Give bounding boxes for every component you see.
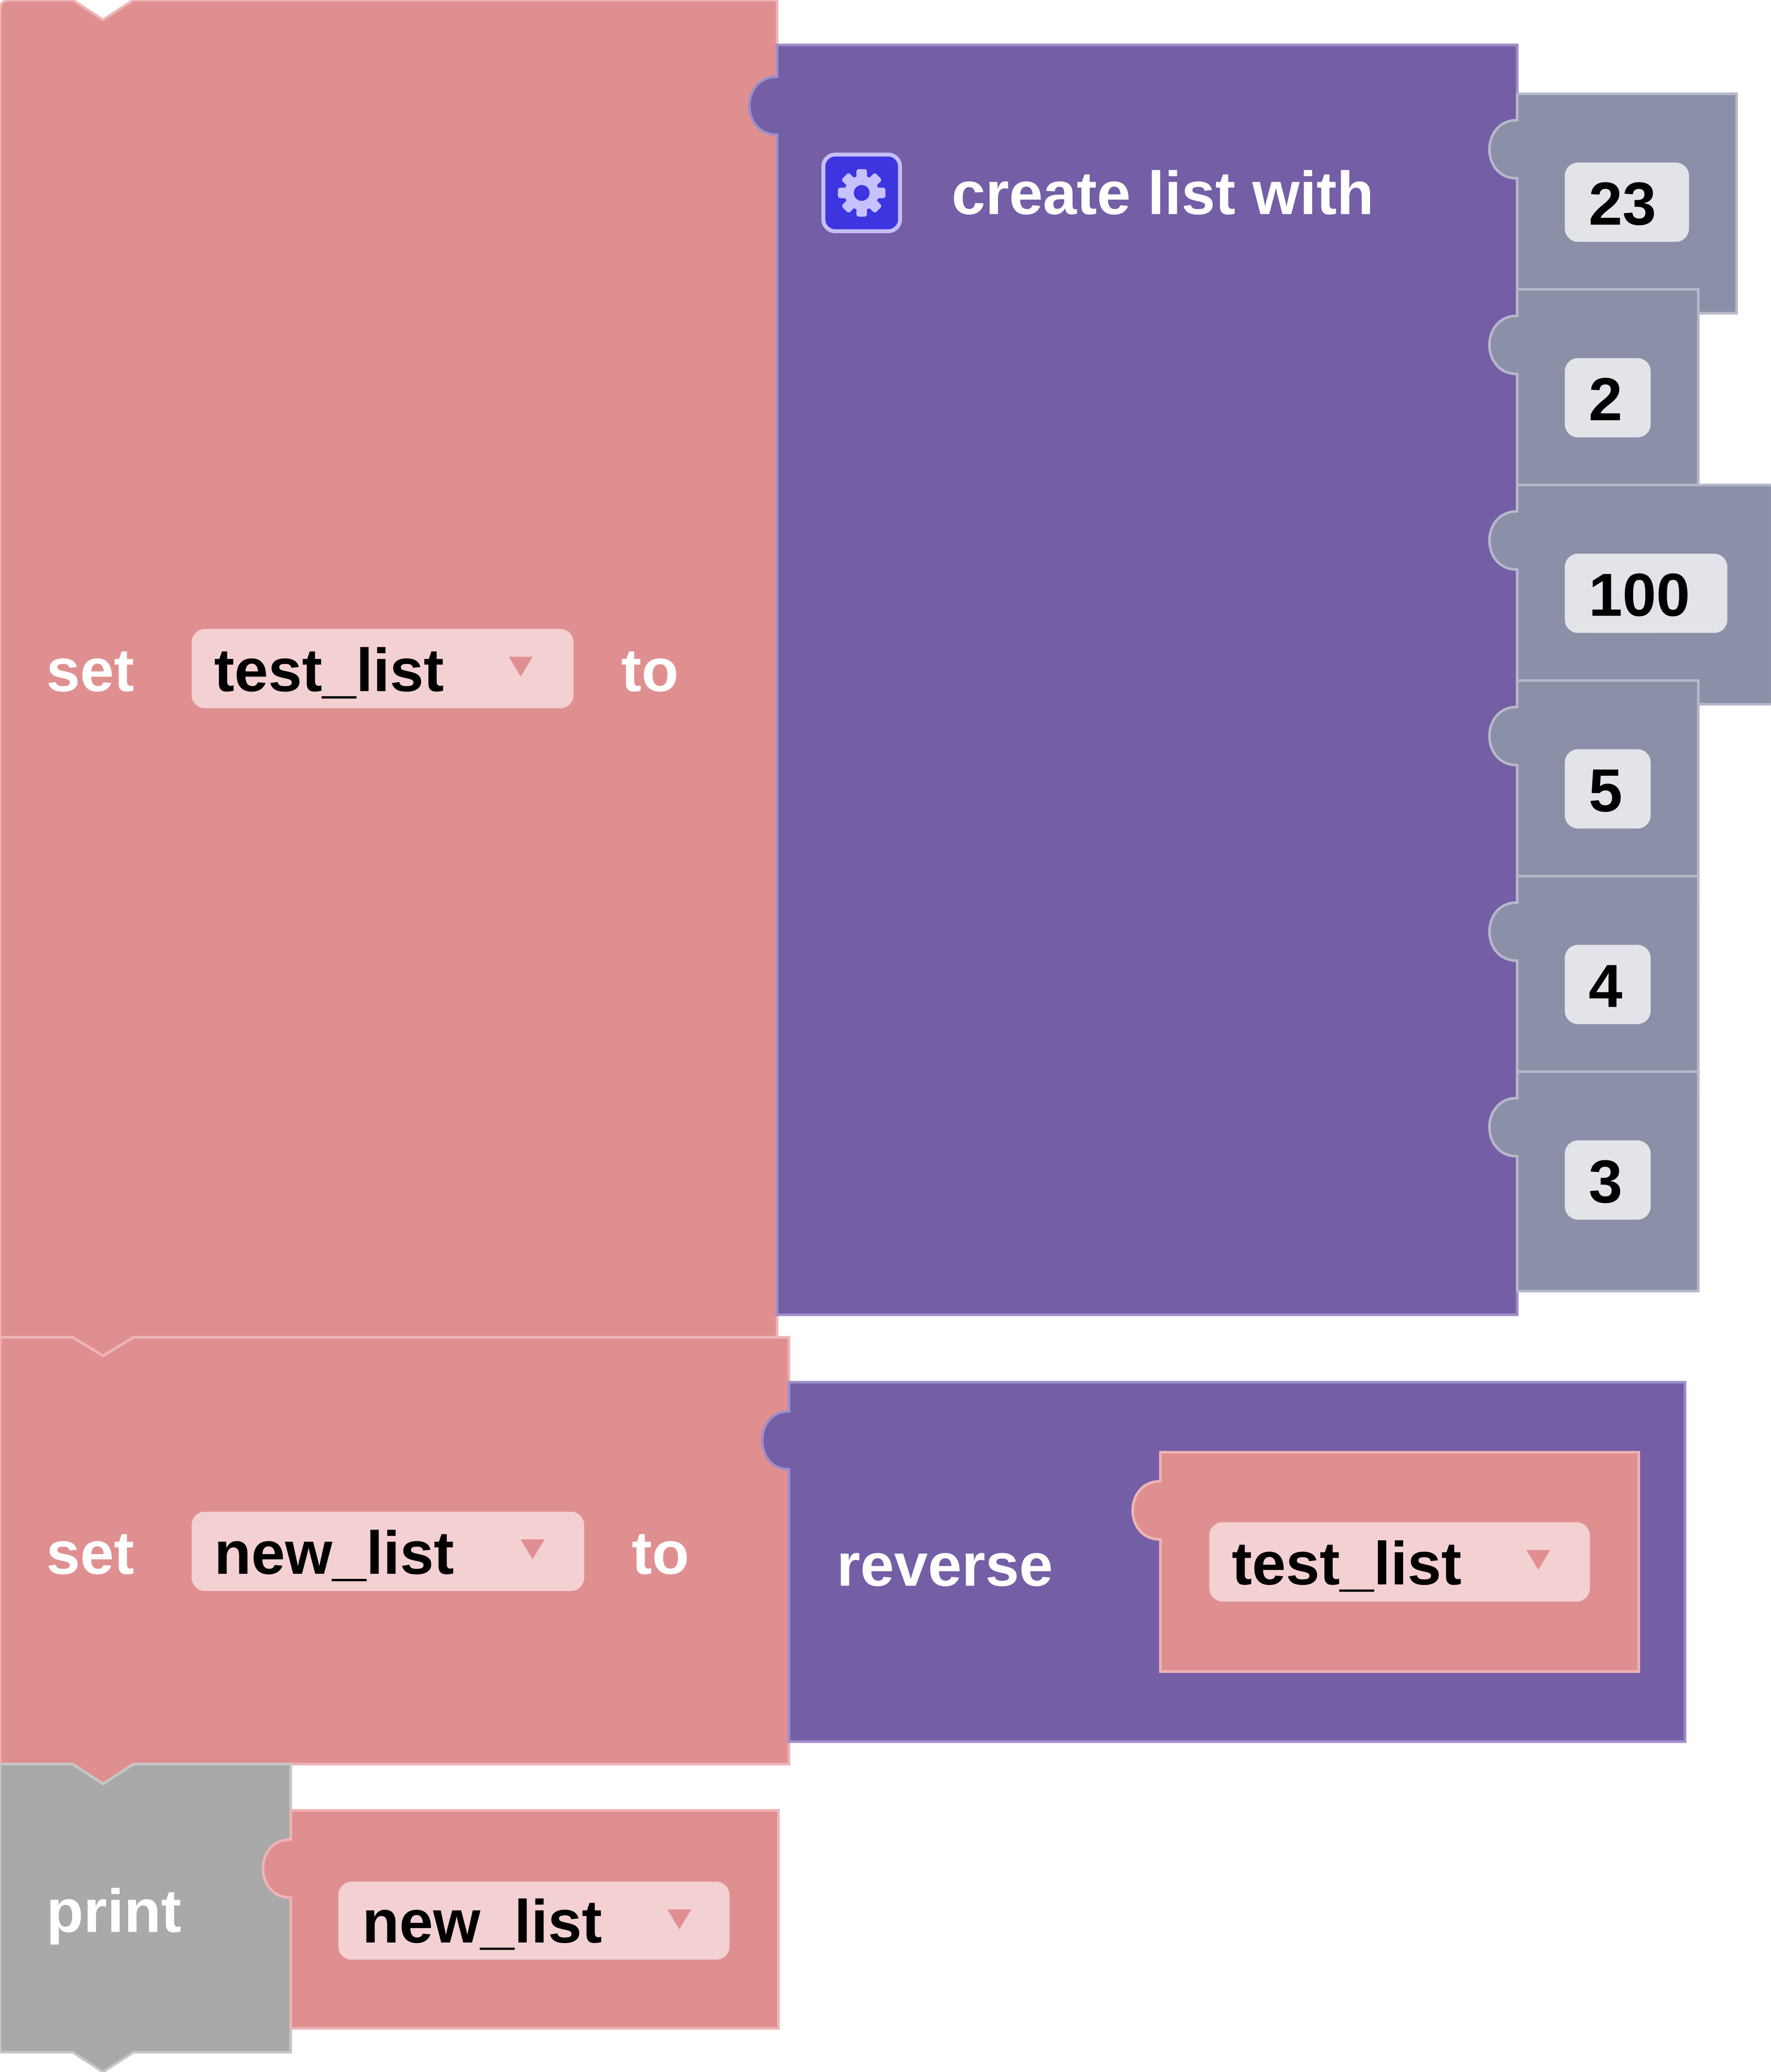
set-keyword: set xyxy=(46,636,134,704)
create-list-block-body xyxy=(748,43,1519,1316)
dropdown-caret-icon xyxy=(667,1909,692,1930)
number-field[interactable]: 2 xyxy=(1565,358,1651,438)
dropdown-value: test_list xyxy=(214,636,444,704)
dropdown-value: new_list xyxy=(362,1888,602,1956)
reverse-block[interactable]: reverse test_list xyxy=(761,1381,1687,1743)
number-field[interactable]: 3 xyxy=(1565,1140,1651,1220)
number-value: 4 xyxy=(1588,952,1622,1020)
dropdown-caret-icon xyxy=(1526,1550,1550,1570)
test-list-variable-dropdown[interactable]: test_list xyxy=(191,629,574,709)
dropdown-value: test_list xyxy=(1232,1530,1461,1598)
create-list-with-block[interactable]: create list with xyxy=(748,43,1519,1316)
number-block-1[interactable]: 2 xyxy=(1488,288,1700,510)
to-keyword: to xyxy=(621,636,679,704)
dropdown-caret-icon xyxy=(509,657,533,677)
dropdown-caret-icon xyxy=(521,1539,545,1559)
gear-icon xyxy=(838,169,886,217)
number-value: 23 xyxy=(1588,169,1656,237)
new-list-getter-block[interactable]: new_list xyxy=(262,1809,780,2030)
set-test-list-block[interactable]: set test_list to xyxy=(0,0,779,1358)
number-value: 5 xyxy=(1588,757,1622,825)
list-mutator-button[interactable] xyxy=(821,152,902,233)
number-field[interactable]: 5 xyxy=(1565,749,1651,829)
print-label: print xyxy=(46,1877,181,1945)
number-block-5[interactable]: 3 xyxy=(1488,1070,1700,1293)
number-value: 3 xyxy=(1588,1148,1622,1216)
number-field[interactable]: 4 xyxy=(1565,945,1651,1024)
number-block-0[interactable]: 23 xyxy=(1488,92,1738,315)
number-block-2[interactable]: 100 xyxy=(1488,483,1771,706)
number-value: 2 xyxy=(1588,365,1622,433)
to-keyword: to xyxy=(632,1519,689,1587)
new-list-getter-dropdown[interactable]: new_list xyxy=(338,1882,730,1960)
dropdown-value: new_list xyxy=(214,1519,454,1587)
test-list-getter-dropdown[interactable]: test_list xyxy=(1209,1522,1590,1602)
create-list-label: create list with xyxy=(951,159,1374,227)
number-value: 100 xyxy=(1588,561,1690,629)
new-list-variable-dropdown[interactable]: new_list xyxy=(191,1511,584,1591)
set-new-list-block[interactable]: set new_list to xyxy=(0,1336,791,1786)
set-keyword: set xyxy=(46,1519,134,1587)
number-field[interactable]: 23 xyxy=(1565,163,1689,242)
reverse-label: reverse xyxy=(836,1531,1053,1599)
print-block[interactable]: print new_list xyxy=(0,1762,780,2072)
number-block-3[interactable]: 5 xyxy=(1488,679,1700,901)
number-field[interactable]: 100 xyxy=(1565,554,1728,633)
test-list-getter-block[interactable]: test_list xyxy=(1131,1451,1640,1673)
number-block-4[interactable]: 4 xyxy=(1488,874,1700,1097)
